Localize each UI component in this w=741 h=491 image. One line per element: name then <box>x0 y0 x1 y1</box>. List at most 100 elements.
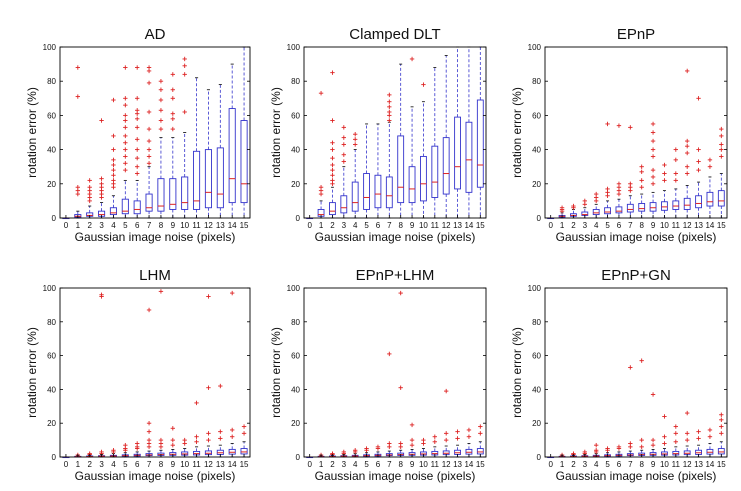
outlier-marker <box>123 133 128 139</box>
box-rect <box>228 108 236 204</box>
outlier-marker <box>352 137 358 142</box>
outlier-marker <box>707 434 713 439</box>
outlier-marker <box>719 126 724 132</box>
outlier-marker <box>593 448 599 453</box>
y-tick-label: 20 <box>532 180 541 189</box>
outlier-marker <box>134 65 140 70</box>
outlier-marker <box>99 449 104 455</box>
x-tick-label: 15 <box>476 460 485 469</box>
x-tick-label: 4 <box>594 460 599 469</box>
x-tick-label: 3 <box>583 221 588 230</box>
outlier-marker <box>616 181 622 186</box>
outlier-marker <box>696 96 701 101</box>
outlier-marker <box>719 142 724 147</box>
outlier-marker <box>719 417 724 423</box>
x-tick-label: 4 <box>111 460 116 469</box>
x-tick-label: 13 <box>216 221 225 230</box>
box-7 <box>626 365 634 458</box>
plot-frame <box>59 46 251 219</box>
box-8 <box>638 358 646 458</box>
x-tick-label: 2 <box>571 460 576 469</box>
outlier-marker <box>123 113 128 118</box>
outlier-marker <box>455 436 460 441</box>
outlier-marker <box>134 147 140 152</box>
outlier-marker <box>696 167 701 173</box>
outlier-marker <box>241 431 247 436</box>
outlier-marker <box>123 167 128 173</box>
outlier-marker <box>146 307 152 313</box>
outlier-marker <box>158 108 164 113</box>
box-rect <box>351 181 359 212</box>
outlier-marker <box>455 429 460 434</box>
outlier-marker <box>582 198 588 204</box>
box-9 <box>169 426 177 458</box>
outlier-marker <box>684 150 690 156</box>
outlier-marker <box>662 441 667 446</box>
outlier-marker <box>330 147 335 152</box>
outlier-marker <box>146 126 152 132</box>
outlier-marker <box>206 294 211 299</box>
outlier-marker <box>684 410 690 416</box>
y-tick-label: 0 <box>296 453 301 462</box>
box-9 <box>649 392 657 458</box>
box-5 <box>363 123 370 219</box>
outlier-marker <box>111 178 116 183</box>
outlier-marker <box>650 154 656 159</box>
y-tick-label: 20 <box>291 419 300 428</box>
box-rect <box>638 203 646 212</box>
y-tick-label: 0 <box>296 214 301 223</box>
outlier-marker <box>409 56 415 62</box>
y-tick-label: 100 <box>287 284 301 293</box>
x-tick-label: 10 <box>660 460 669 469</box>
box-12 <box>683 410 691 458</box>
x-tick-label: 6 <box>617 460 622 469</box>
x-tick-label: 11 <box>431 460 440 469</box>
box-rect <box>169 178 177 210</box>
outlier-marker <box>99 118 104 123</box>
outlier-marker <box>639 185 644 190</box>
outlier-marker <box>662 162 667 168</box>
outlier-marker <box>146 65 152 70</box>
y-axis-label: rotation error (%) <box>510 87 524 178</box>
x-tick-label: 6 <box>135 221 140 230</box>
box-rect <box>420 155 427 202</box>
box-13 <box>454 46 461 219</box>
outlier-marker <box>194 400 199 406</box>
y-tick-label: 100 <box>528 284 542 293</box>
x-tick-label: 8 <box>639 460 644 469</box>
outlier-marker <box>330 155 335 161</box>
box-8 <box>397 63 405 219</box>
outlier-marker <box>111 133 116 139</box>
outlier-marker <box>387 118 392 123</box>
x-tick-label: 1 <box>76 460 81 469</box>
box-10 <box>661 162 668 219</box>
outlier-marker <box>341 152 347 157</box>
box-rect <box>329 202 336 216</box>
box-9 <box>408 422 416 458</box>
x-tick-label: 12 <box>204 221 213 230</box>
x-tick-label: 11 <box>192 221 201 230</box>
box-rect <box>695 195 702 209</box>
x-axis-label: Gaussian image noise (pixels) <box>556 230 717 244</box>
outlier-marker <box>421 82 426 87</box>
x-tick-label: 12 <box>683 221 692 230</box>
outlier-marker <box>684 143 690 149</box>
outlier-marker <box>443 431 449 436</box>
x-tick-label: 15 <box>240 221 249 230</box>
y-tick-label: 80 <box>532 77 541 86</box>
outlier-marker <box>650 167 656 173</box>
y-tick-label: 60 <box>532 111 541 120</box>
outlier-marker <box>206 385 211 390</box>
x-tick-label: 11 <box>672 221 681 230</box>
x-tick-label: 10 <box>180 460 189 469</box>
outlier-marker <box>662 434 667 439</box>
box-11 <box>672 147 680 219</box>
x-tick-label: 13 <box>694 460 703 469</box>
box-rect <box>717 190 725 207</box>
outlier-marker <box>134 125 140 130</box>
outlier-marker <box>478 431 483 436</box>
outlier-marker <box>146 437 152 443</box>
box-13 <box>695 429 702 458</box>
box-11 <box>431 434 439 458</box>
